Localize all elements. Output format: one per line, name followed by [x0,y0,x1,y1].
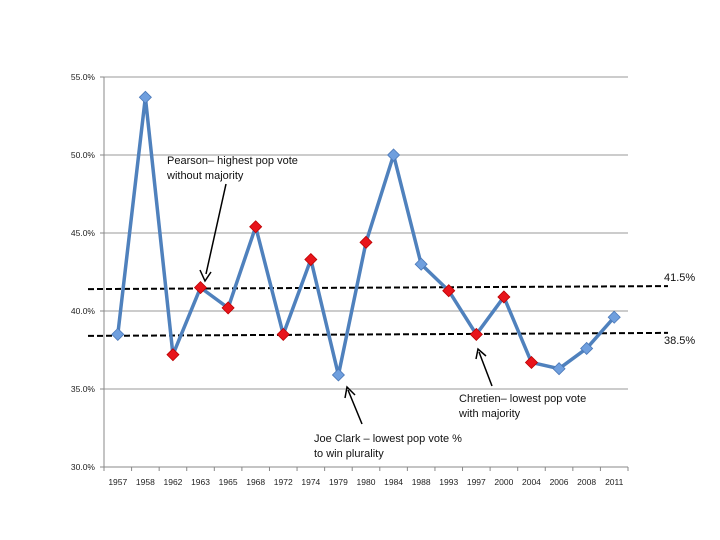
data-point-1958 [138,90,152,104]
x-tick-label: 1962 [163,477,182,487]
y-tick-label: 35.0% [71,384,96,394]
y-tick-label: 30.0% [71,462,96,472]
x-tick-label: 1968 [246,477,265,487]
x-tick-label: 1963 [191,477,210,487]
data-point-2011 [607,310,621,324]
reference-line [87,285,669,291]
data-point-1962 [166,348,180,362]
x-tick-label: 1984 [384,477,403,487]
annotations: Pearson– highest pop vote without majori… [166,155,586,460]
data-point-2006 [552,362,566,376]
data-point-1988 [414,257,428,271]
x-tick-label: 1965 [219,477,238,487]
gridlines [104,76,628,390]
data-point-1993 [442,284,456,298]
arrowhead-pearson [199,269,212,283]
y-tick-label: 50.0% [71,150,96,160]
data-markers [111,90,621,382]
annotation-pearson-line1: Pearson– highest pop vote [167,155,298,167]
data-point-1974 [304,252,318,267]
data-point-1965 [221,301,235,315]
x-tick-label: 2004 [522,477,541,487]
annotation-pearson-line2: without majority [166,170,244,182]
arrowhead-chretien [475,347,487,360]
arrow-pearson [205,183,227,275]
x-tick-label: 2000 [494,477,513,487]
y-tick-label: 45.0% [71,228,96,238]
x-tick-label: 1957 [108,477,127,487]
data-point-1984 [387,148,401,162]
data-point-1968 [249,220,263,234]
x-tick-label: 1974 [301,477,320,487]
data-point-1979 [331,368,345,382]
x-tick-label: 1979 [329,477,348,487]
reference-label-38-5: 38.5% [664,335,695,347]
data-point-1963 [193,281,208,295]
data-point-2008 [580,341,594,356]
x-tick-label: 1997 [467,477,486,487]
x-tick-label: 2008 [577,477,596,487]
arrow-clark [347,389,363,425]
y-tick-label: 55.0% [71,72,96,82]
x-tick-label: 2011 [605,477,624,487]
annotation-clark-line1: Joe Clark – lowest pop vote % [314,433,462,445]
arrow-chretien [478,351,493,387]
data-point-1957 [111,327,125,341]
data-point-2000 [497,290,511,304]
annotation-clark-line2: to win plurality [314,448,384,460]
x-tick-label: 1993 [439,477,458,487]
reference-label-41-5: 41.5% [664,272,695,284]
reference-line [87,331,669,337]
annotation-chretien-line2: with majority [458,408,521,420]
x-tick-label: 2006 [550,477,569,487]
data-point-2004 [524,355,539,370]
y-axis-ticks: 30.0% 35.0% 40.0% 45.0% 50.0% 55.0% [71,72,104,472]
data-point-1972 [276,327,290,341]
x-tick-label: 1988 [412,477,431,487]
x-tick-label: 1980 [357,477,376,487]
reference-lines [87,285,669,337]
x-axis-ticks: 1957 1958 1962 1963 1965 1968 1972 1974 1979 1980… [103,467,629,487]
arrowhead-clark [344,385,356,399]
y-tick-label: 40.0% [71,306,96,316]
x-tick-label: 1958 [136,477,155,487]
annotation-chretien-line1: Chretien– lowest pop vote [459,393,586,405]
data-point-1997 [469,327,483,341]
x-tick-label: 1972 [274,477,293,487]
data-point-1980 [359,235,373,249]
